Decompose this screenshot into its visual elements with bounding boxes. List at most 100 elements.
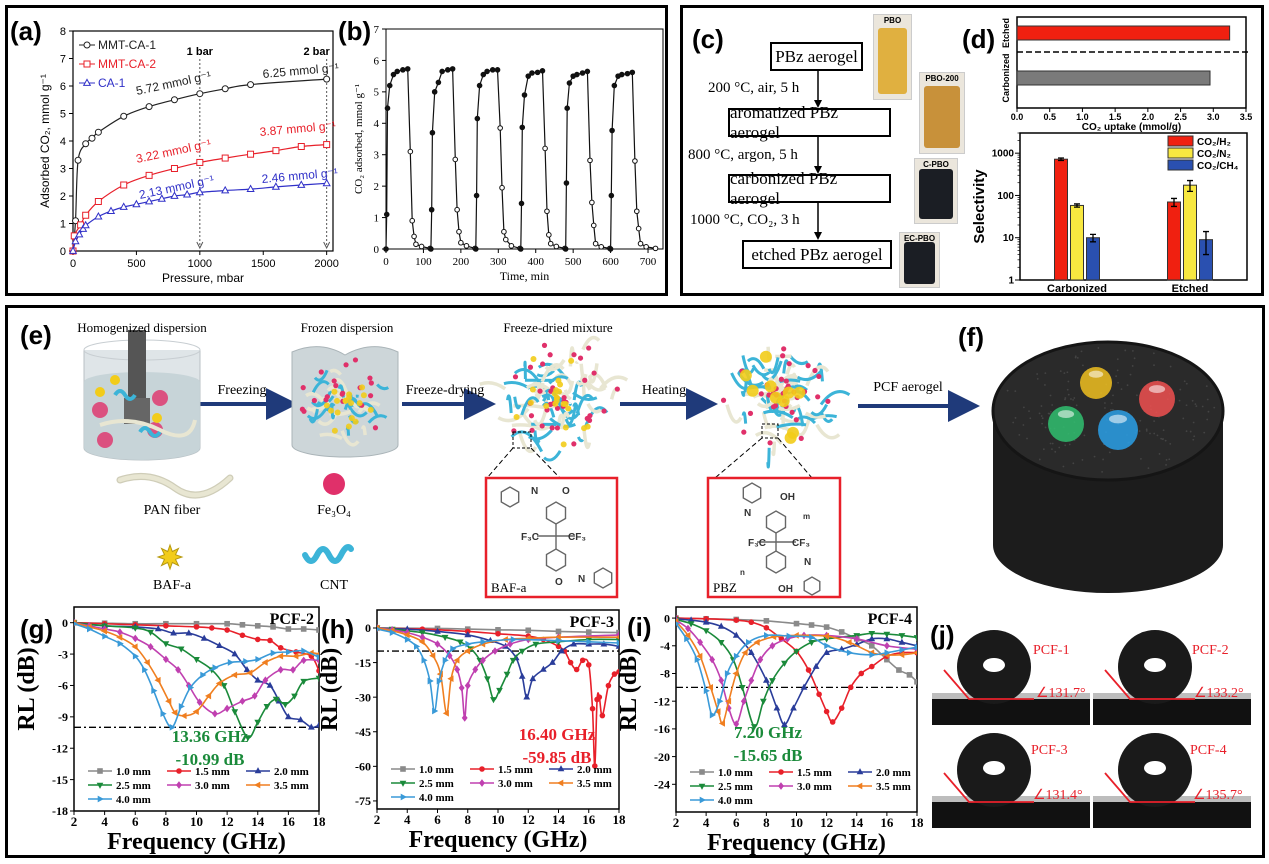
legend-label: CO₂/CH₄ — [1197, 161, 1239, 172]
data-point — [847, 684, 854, 691]
bar-etched — [1016, 25, 1231, 41]
data-point — [196, 158, 204, 166]
x-tick-label: 14 — [850, 815, 864, 830]
bar — [1070, 204, 1084, 281]
data-point — [281, 702, 289, 709]
legend-label: 1.5 mm — [498, 764, 533, 776]
x-tick-label: 200 — [453, 256, 470, 268]
data-point — [414, 643, 421, 650]
data-point — [165, 697, 172, 705]
y-axis-label: Selectivity — [971, 169, 988, 244]
atom-label: N — [744, 508, 751, 519]
y-tick-label: -18 — [52, 804, 68, 818]
legend-label: 3.5 mm — [876, 781, 911, 793]
data-point — [131, 625, 139, 632]
data-point — [829, 719, 836, 725]
data-point — [684, 635, 691, 643]
data-point — [418, 638, 425, 646]
stage-title-freeze-dried: Freeze-dried mixture — [503, 320, 613, 335]
y-tick-label: -45 — [355, 725, 371, 739]
y-tick-label: 1 — [60, 218, 66, 230]
atom-label: O — [555, 577, 563, 588]
data-point — [822, 632, 829, 640]
x-tick-label: 18 — [613, 812, 627, 827]
data-point — [709, 655, 716, 664]
data-point — [383, 246, 389, 252]
data-point — [619, 71, 625, 78]
data-point — [718, 676, 725, 685]
y-axis-label: RL (dB) — [14, 647, 40, 730]
data-point — [300, 626, 307, 632]
y-tick-label: 0 — [664, 611, 670, 625]
data-point — [160, 710, 167, 718]
data-point — [120, 181, 128, 189]
data-point — [74, 621, 78, 626]
data-point — [563, 180, 570, 186]
data-point — [652, 245, 659, 252]
data-point — [409, 217, 416, 224]
plot-frame — [1016, 16, 1247, 109]
x-tick-label: 1500 — [251, 258, 275, 270]
data-point — [151, 687, 158, 695]
x-tick-label: 18 — [313, 814, 327, 829]
legend-label-cnt: CNT — [320, 578, 348, 593]
flow-step-etched: etched PBz aerogel — [742, 240, 892, 269]
x-tick-label: 10 — [790, 815, 803, 830]
benzene-ring-icon — [500, 486, 520, 508]
data-point — [316, 668, 319, 674]
data-point — [297, 180, 306, 188]
sample — [924, 85, 960, 149]
data-point — [100, 627, 107, 635]
data-point — [479, 779, 485, 787]
value-annotation: 2.46 mmol g⁻¹ — [261, 165, 338, 186]
y-tick-label: 6 — [374, 55, 380, 67]
series-group — [74, 618, 319, 742]
benzene-ring-icon — [765, 550, 787, 574]
data-point — [421, 656, 428, 664]
data-point — [518, 672, 526, 679]
y-tick-label: -16 — [654, 722, 670, 736]
legend-label: 3.5 mm — [577, 778, 612, 790]
sample-photo-pbo-200: PBO-200 — [919, 72, 965, 154]
chart-g-reflection-loss: 2 4 6 8 10 12 14 16 18 0 -3 -6 -9 -12 -15 -18 Frequency … — [14, 606, 327, 855]
data-point — [254, 719, 262, 726]
data-point — [732, 631, 740, 638]
data-point — [490, 697, 497, 704]
data-point — [224, 620, 230, 627]
data-point — [523, 693, 531, 700]
data-point — [696, 652, 703, 660]
data-point — [442, 656, 449, 664]
data-point — [315, 721, 319, 728]
chart-i-reflection-loss: 2 4 6 8 10 12 14 16 18 0 -4 -8 -12 -16 -20 -24 Frequency… — [616, 606, 924, 856]
data-point — [464, 681, 471, 690]
data-point — [266, 681, 274, 688]
y-tick-label: 1000 — [992, 149, 1015, 160]
data-point — [94, 198, 102, 205]
data-point — [496, 687, 503, 695]
x-tick-label: 100 — [415, 256, 432, 268]
data-point — [71, 236, 80, 245]
data-point — [546, 232, 552, 238]
data-point — [182, 189, 192, 198]
category-label: Carbonized — [1001, 53, 1011, 102]
data-point — [611, 671, 618, 677]
data-point — [518, 648, 526, 655]
x-tick-label: 3.5 — [1240, 112, 1253, 122]
series-4-0-mm — [676, 621, 917, 719]
data-point — [643, 244, 649, 250]
data-point — [163, 623, 169, 629]
fe3o4-particle-icon — [323, 473, 345, 495]
bar — [1086, 237, 1100, 281]
data-point — [816, 691, 822, 698]
category-label: Carbonized — [1047, 283, 1107, 295]
legend-label: 3.5 mm — [274, 780, 309, 792]
data-point — [464, 631, 472, 638]
y-tick-label: 1 — [1008, 276, 1014, 287]
legend-label: 2.5 mm — [718, 781, 753, 793]
peak-annotation: 13.36 GHz — [172, 727, 249, 746]
data-point — [413, 241, 419, 248]
x-axis-label: Frequency (GHz) — [707, 830, 886, 856]
contact-angle-pcf-4: ∠135.7° — [1193, 788, 1243, 803]
data-point — [838, 705, 845, 711]
data-point — [444, 67, 451, 73]
